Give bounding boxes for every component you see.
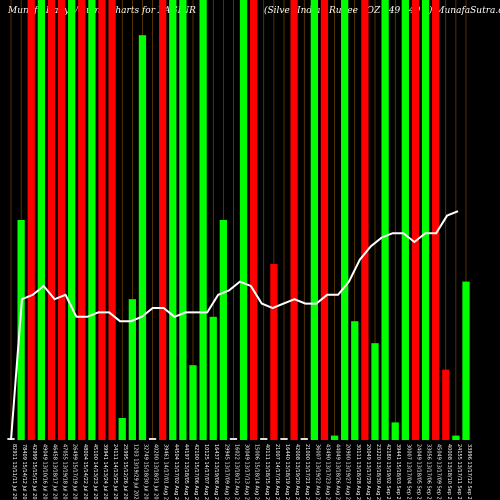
volume-bar (229, 438, 238, 440)
x-tick-label: 30007 13/17/04 Sep 2024 (405, 444, 411, 500)
volume-bar (88, 0, 96, 440)
x-tick-label: 49049 13/10/16 Jul 2024 (41, 444, 47, 500)
volume-bar (260, 438, 268, 440)
x-tick-label: 26499 15/17/19 Jul 2024 (72, 444, 78, 500)
x-tick-label: 20900 13/19/27 Aug 2024 (345, 444, 351, 500)
x-tick-label: 24049 13/18/05 Sep 2024 (415, 444, 421, 500)
price-line (10, 210, 459, 441)
x-tick-label: 20049 13/17/29 Aug 2024 (365, 444, 371, 500)
volume-bar (17, 220, 25, 440)
volume-bar (128, 299, 136, 440)
x-tick-label: 33056 13/17/06 Sep 2024 (426, 444, 432, 500)
x-tick-label: 82911 13/11/11 Jul 2024 (11, 444, 17, 500)
x-tick-label: 42180 13/19/02 Sep 2024 (385, 444, 391, 500)
x-tick-label: 30049 13/17/13 Aug 2024 (244, 444, 250, 500)
volume-bar (209, 316, 217, 440)
volume-bar (432, 0, 440, 440)
volume-bar (27, 0, 35, 440)
volume-bar (189, 365, 197, 440)
volume-bar (290, 0, 298, 440)
volume-bar (159, 0, 167, 440)
volume-bar (442, 369, 450, 440)
x-tick-label: 40200 13/18/31 Jul 2024 (153, 444, 159, 500)
volume-bar (341, 0, 349, 440)
x-tick-label: 16437 13/19/08 Aug 2024 (213, 444, 219, 500)
x-tick-label: 44197 13/18/05 Aug 2024 (183, 444, 189, 500)
x-tick-label: 40111 13/18/15 Aug 2024 (264, 444, 270, 500)
x-tick-label: 78409 15/14/12 Jul 2024 (21, 444, 27, 500)
x-tick-labels: 82911 13/11/11 Jul 2024 78409 15/14/12 Ju… (11, 444, 472, 500)
x-tick-label: 48004 15/14/22 Jul 2024 (82, 444, 88, 500)
volume-bar (169, 0, 177, 440)
volume-bar (78, 0, 86, 440)
volume-bar (179, 0, 187, 440)
volume-bar (391, 422, 399, 440)
volume-bar (361, 0, 369, 440)
x-tick-label: 25995 15/12/26 Jul 2024 (122, 444, 128, 500)
volume-bar (138, 35, 147, 440)
volume-bar (148, 438, 157, 440)
volume-bar (250, 0, 258, 440)
volume-bar (320, 0, 329, 440)
volume-bar (330, 435, 339, 440)
volume-bar (401, 0, 409, 440)
x-tick-label: 46458 13/18/17 Jul 2024 (51, 444, 57, 500)
x-tick-label: 30111 13/18/28 Aug 2024 (355, 444, 361, 500)
x-tick-label: 16440 13/18/19 Aug 2024 (284, 444, 290, 500)
x-tick-label: 39441 15/18/03 Sep 2024 (395, 444, 401, 500)
volume-bar (411, 0, 420, 440)
volume-bar (310, 0, 318, 440)
volume-bars (7, 0, 470, 440)
volume-bar (381, 0, 389, 440)
x-tick-label: 45049 13/17/09 Sep 2024 (436, 444, 442, 500)
x-tick-label: 42999 15/15/15 Jul 2024 (31, 444, 37, 500)
volume-bar (300, 438, 308, 440)
x-tick-label: 24111 14/13/25 Jul 2024 (112, 444, 118, 500)
volume-bar (68, 0, 76, 440)
volume-bar (108, 0, 116, 440)
volume-bar (98, 0, 106, 440)
volume-bar (280, 438, 288, 440)
x-tick-label: 39941 14/13/24 Jul 2024 (102, 444, 108, 500)
volume-bar (462, 281, 470, 440)
x-tick-label: 47055 13/19/18 Jul 2024 (62, 444, 68, 500)
x-tick-label: 42008 13/19/20 Aug 2024 (294, 444, 300, 500)
x-tick-label: 15006 15/18/14 Aug 2024 (254, 444, 260, 500)
volume-bar (421, 0, 430, 440)
volume-bar (37, 0, 45, 440)
volume-bar (47, 0, 56, 440)
volume-bar (118, 418, 126, 440)
x-tick-label: 42100 15/17/06 Aug 2024 (193, 444, 199, 500)
x-tick-label: 16022 13/18/12 Aug 2024 (233, 444, 239, 500)
x-tick-label: 24155 13/17/11 Sep 2024 (456, 444, 462, 500)
volume-bar (452, 435, 460, 440)
volume-bar (219, 220, 227, 440)
x-tick-label: 43490 13/17/23 Aug 2024 (324, 444, 330, 500)
x-tick-label: 39461 14/17/01 Aug 2024 (163, 444, 169, 500)
x-tick-label: 33996 13/17/12 Sep 2024 (466, 444, 472, 500)
x-tick-label: 45100 14/13/23 Jul 2024 (92, 444, 98, 500)
x-tick-label: 32749 15/18/30 Jul 2024 (142, 444, 148, 500)
price-line-group (10, 210, 459, 441)
x-tick-label: 21007 14/17/16 Aug 2024 (274, 444, 280, 500)
x-tick-label: 1203 13/19/29 Jul 2024 (132, 444, 138, 500)
x-tick-label: 10125 14/17/07 Aug 2024 (203, 444, 209, 500)
x-tick-label: 44049 13/18/26 Aug 2024 (335, 444, 341, 500)
x-tick-label: 40008 13/18/10 Sep 2024 (446, 444, 452, 500)
volume-bar (57, 0, 66, 440)
volume-bar (239, 0, 248, 440)
x-tick-label: 29945 13/17/09 Aug 2024 (223, 444, 229, 500)
x-tick-label: 36007 13/19/22 Aug 2024 (314, 444, 320, 500)
volume-bar (351, 321, 359, 440)
volume-bar (270, 264, 278, 440)
volume-bar (199, 0, 207, 440)
x-tick-label: 23220 13/18/30 Aug 2024 (375, 444, 381, 500)
x-tick-label: 44504 13/17/02 Aug 2024 (173, 444, 179, 500)
volume-bar (371, 343, 379, 440)
x-tick-label: 21000 13/17/21 Aug 2024 (304, 444, 310, 500)
